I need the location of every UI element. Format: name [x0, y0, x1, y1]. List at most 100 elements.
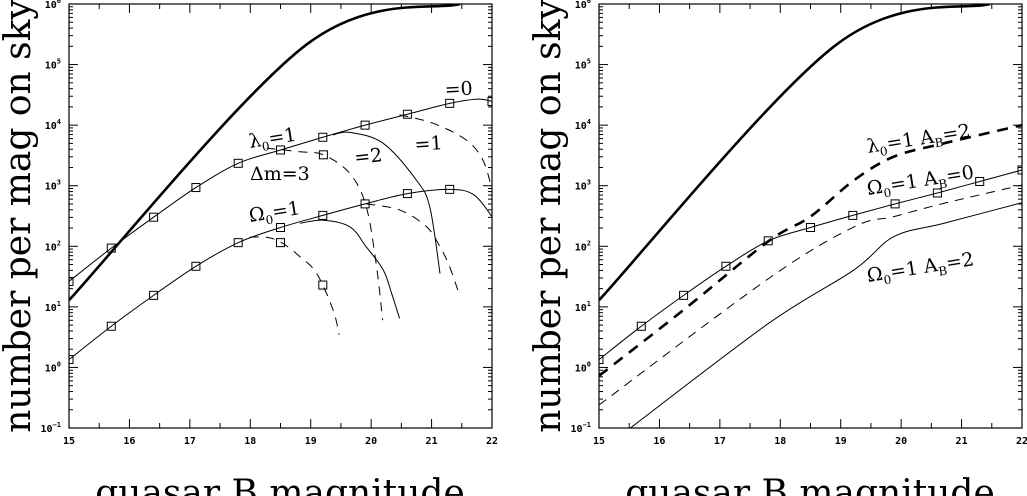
y-tick-exponent: 3 [57, 179, 61, 187]
y-tick-label: 100 [45, 360, 61, 374]
series-line-total-quasar-counts [69, 4, 461, 302]
y-tick-base: 10 [45, 0, 57, 11]
x-tick-label: 15 [593, 436, 605, 447]
y-tick-base: 10 [45, 121, 57, 132]
series-line-omega0-1-dm-3 [249, 236, 340, 335]
y-tick-exponent: 6 [587, 0, 591, 5]
annotation-omega: Ω0=1 [247, 197, 302, 230]
data-point-square [149, 290, 159, 300]
data-point-square [487, 97, 492, 107]
series-group [599, 4, 1022, 428]
y-tick-label: 106 [45, 0, 61, 11]
annotation-text: =2 [941, 120, 972, 146]
y-tick-exponent: 5 [57, 58, 61, 66]
annotation-symbol: λ [865, 134, 880, 158]
x-tick-label: 18 [244, 436, 256, 447]
annotation-text: =0 [444, 78, 473, 101]
y-tick-label: 101 [45, 300, 61, 314]
annotation-subscript: 0 [879, 144, 889, 159]
y-tick-base: 10 [575, 182, 587, 193]
series-line-lambda0-1-dm-1 [399, 114, 492, 188]
y-tick-base: 10 [45, 242, 57, 253]
data-point-square [191, 183, 201, 193]
x-tick-label: 20 [895, 436, 907, 447]
y-tick-exponent: 4 [587, 118, 591, 126]
annotation-text: =2 [353, 144, 383, 169]
x-tick-label: 21 [426, 436, 438, 447]
y-tick-exponent: 2 [57, 239, 61, 247]
y-tick-exponent: 0 [57, 360, 61, 368]
y-tick-base: 10 [45, 61, 57, 72]
y-tick-exponent: 3 [587, 179, 591, 187]
annotation-om_ab2: Ω0=1 AB=2 [865, 248, 976, 290]
x-tick-label: 19 [305, 436, 317, 447]
data-point-square [806, 223, 815, 233]
data-point-square [106, 321, 116, 331]
y-tick-label: 105 [575, 58, 591, 72]
data-point-square [318, 210, 328, 220]
series-line-omega0-1-dm-1 [366, 203, 461, 297]
x-tick-label: 22 [486, 436, 498, 447]
x-tick-label: 17 [714, 436, 726, 447]
data-point-square [679, 290, 689, 300]
series-line-unlabeled-dashed [599, 184, 1022, 406]
annotation-symbol: Ω [865, 176, 884, 200]
x-tick-label: 21 [956, 436, 968, 447]
series-line-lambda0-1-ab-2 [599, 123, 1022, 377]
annotation-symbol: λ [247, 129, 262, 153]
data-point-square [149, 212, 159, 222]
y-tick-base: 10 [575, 61, 587, 72]
series-group [69, 4, 492, 365]
data-point-square [360, 120, 370, 130]
annotation-symbol: Ω [247, 203, 266, 227]
annotation-subscript: B [934, 135, 945, 150]
data-point-square [191, 261, 201, 271]
y-tick-exponent: −1 [53, 421, 61, 429]
y-tick-label: 106 [575, 0, 591, 11]
annotation-subscript: B [937, 264, 948, 279]
data-point-square [445, 98, 455, 108]
y-tick-exponent: −1 [583, 421, 591, 429]
y-tick-base: 10 [571, 424, 583, 435]
x-axis-label: quasar B magnitude [625, 473, 995, 496]
x-tick-label: 17 [184, 436, 196, 447]
y-tick-label: 10−1 [41, 421, 61, 435]
annotation-symbol: Ω [865, 263, 884, 287]
data-point-square [636, 321, 646, 331]
annotation-lambda: λ0=1 [247, 124, 298, 156]
chart-panel-right: 15 16 17 18 19 20 21 2210−110010110210310410510… [528, 0, 1027, 496]
y-tick-label: 104 [575, 118, 591, 132]
data-point-square [318, 132, 328, 142]
annotation-dm3: Δm=3 [250, 163, 310, 185]
annotation-text: =1 [270, 197, 301, 223]
y-tick-label: 100 [575, 360, 591, 374]
chart-panel-left: 15 16 17 18 19 20 21 2210−110010110210310410510… [0, 0, 498, 496]
y-axis-label: number per mag on sky [0, 0, 39, 433]
data-point-square [318, 150, 328, 160]
annotation-eq2: =2 [353, 144, 383, 169]
annotation-text: m=3 [264, 163, 310, 185]
annotation-text: =1 A [888, 254, 939, 283]
annotation-text: =1 [414, 132, 443, 156]
y-tick-label: 103 [575, 179, 591, 193]
annotation-om_ab0: Ω0=1 AB=0 [865, 161, 976, 203]
y-tick-label: 102 [45, 239, 61, 253]
annotation-text: =1 A [888, 167, 939, 196]
data-point-square [402, 109, 412, 119]
y-tick-exponent: 2 [587, 239, 591, 247]
data-point-square [445, 184, 455, 194]
data-point-square [276, 238, 285, 248]
annotation-subscript: 0 [265, 212, 275, 227]
x-tick-label: 15 [63, 436, 75, 447]
y-tick-base: 10 [575, 0, 587, 11]
y-tick-exponent: 4 [57, 118, 61, 126]
y-tick-label: 103 [45, 179, 61, 193]
y-tick-exponent: 0 [587, 360, 591, 368]
x-tick-label: 16 [123, 436, 135, 447]
y-tick-base: 10 [41, 424, 53, 435]
data-point-square [890, 199, 900, 209]
series-line-omega0-1-ab-2 [630, 202, 1022, 428]
data-point-square [721, 261, 731, 271]
data-point-square [69, 276, 74, 286]
